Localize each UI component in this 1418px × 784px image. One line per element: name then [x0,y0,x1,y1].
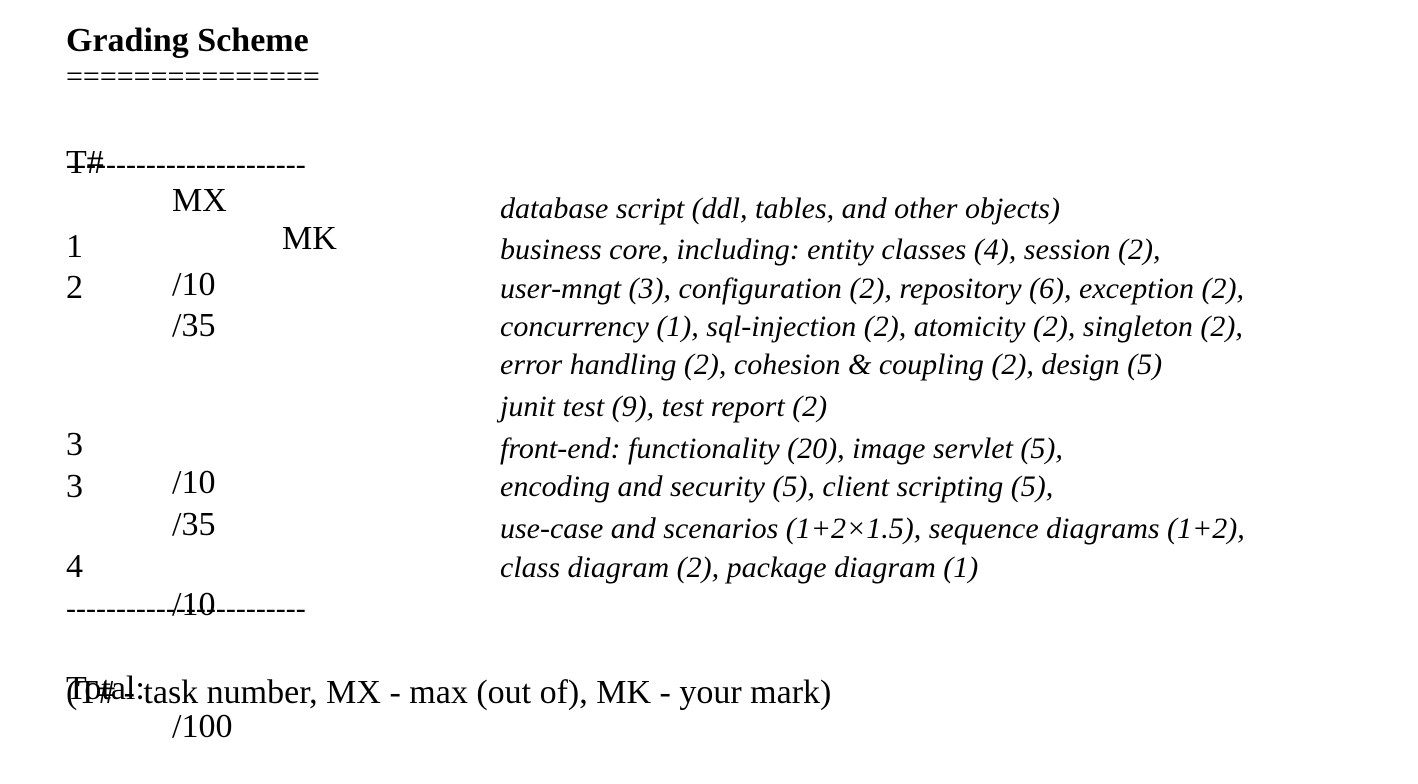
table-row: 2 /35 [66,231,1406,383]
table-row: 3 /10 [66,388,1406,540]
table-header: T# MX MK [66,106,1406,296]
row-task-number: 2 [66,269,83,306]
table-row: 1 /10 [66,190,1406,342]
row-description: concurrency (1), sql-injection (2), atom… [500,310,1243,343]
row-task-number: 3 [66,468,83,505]
total-label: Total: [66,670,145,707]
grading-scheme-document: Grading Scheme =============== T# MX MK … [66,0,1406,745]
row-description: junit test (9), test report (2) [500,390,828,423]
table-row: 4 /10 [66,510,1406,662]
row-description: user-mngt (3), configuration (2), reposi… [500,272,1244,305]
row-description: database script (ddl, tables, and other … [500,192,1060,225]
row-description: business core, including: entity classes… [500,233,1161,266]
row-description: front-end: functionality (20), image ser… [500,432,1063,465]
row-task-number: 1 [66,228,83,265]
row-max: /10 [172,464,216,501]
table-row: 3 /35 [66,430,1406,582]
row-description: use-case and scenarios (1+2×1.5), sequen… [500,512,1245,545]
title-underline: =============== [66,60,320,93]
header-mark: MK [282,220,337,257]
header-divider: ------------------------ [66,148,306,181]
row-description: error handling (2), cohesion & coupling … [500,348,1163,381]
header-max: MX [172,182,227,219]
row-description: class diagram (2), package diagram (1) [500,551,979,584]
row-task-number: 4 [66,548,83,585]
total-value: /100 [172,708,233,745]
row-description: encoding and security (5), client script… [500,470,1054,503]
document-title: Grading Scheme [66,22,309,59]
row-max: /10 [172,586,216,623]
header-task-number: T# [66,144,104,181]
row-max: /35 [172,307,216,344]
legend-note: (T# - task number, MX - max (out of), MK… [66,674,832,711]
row-task-number: 3 [66,426,83,463]
row-max: /10 [172,266,216,303]
footer-divider: ------------------------ [66,592,306,625]
row-max: /35 [172,506,216,543]
